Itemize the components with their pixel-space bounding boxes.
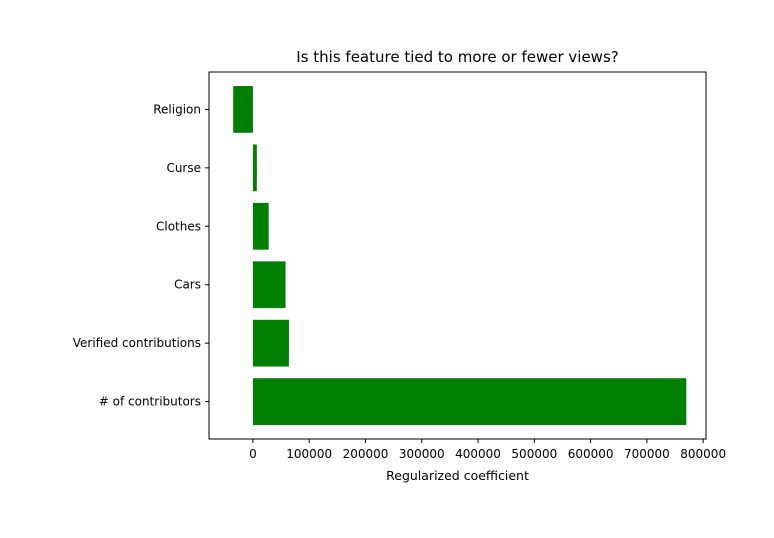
x-tick-label: 500000 bbox=[511, 447, 557, 461]
y-tick-label: # of contributors bbox=[99, 395, 201, 409]
axes-frame bbox=[208, 71, 707, 440]
x-tick-label: 300000 bbox=[399, 447, 445, 461]
y-tick-label: Religion bbox=[153, 102, 201, 116]
chart-title: Is this feature tied to more or fewer vi… bbox=[296, 48, 618, 66]
x-tick-label: 600000 bbox=[568, 447, 614, 461]
x-tick-label: 800000 bbox=[680, 447, 726, 461]
bar bbox=[252, 319, 289, 367]
x-tick-label: 700000 bbox=[624, 447, 670, 461]
y-tick-label: Verified contributions bbox=[73, 336, 201, 350]
x-axis-label: Regularized coefficient bbox=[386, 468, 529, 483]
bar bbox=[252, 261, 286, 309]
x-tick-label: 200000 bbox=[343, 447, 389, 461]
y-axis: # of contributors Verified contributions C… bbox=[73, 102, 209, 409]
bar bbox=[252, 144, 257, 192]
bar bbox=[252, 202, 269, 250]
x-tick-label: 400000 bbox=[455, 447, 501, 461]
bar bbox=[233, 86, 253, 133]
x-tick-label: 100000 bbox=[286, 447, 332, 461]
y-tick-label: Cars bbox=[174, 278, 201, 292]
x-tick-label: 0 bbox=[249, 447, 257, 461]
plot-area bbox=[233, 86, 687, 425]
y-tick-label: Curse bbox=[166, 161, 201, 175]
bar bbox=[252, 378, 687, 425]
y-tick-label: Clothes bbox=[156, 219, 201, 233]
x-axis: 0 100000 200000 300000 400000 500000 600000 700… bbox=[249, 439, 726, 461]
